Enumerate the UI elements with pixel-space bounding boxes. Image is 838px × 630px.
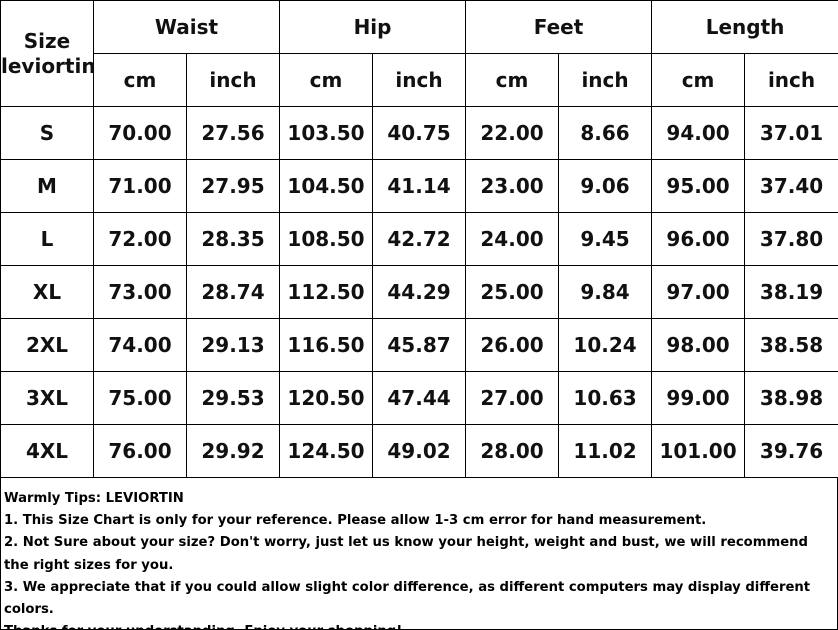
waist-header: Waist xyxy=(92,0,281,54)
measurement-cell: 37.40 xyxy=(744,159,838,213)
measurement-cell: 24.00 xyxy=(465,212,560,266)
tips-section: Warmly Tips: LEVIORTIN 1. This Size Char… xyxy=(0,478,838,630)
measurement-cell: 28.00 xyxy=(465,424,560,478)
measurement-cell: 45.87 xyxy=(372,318,467,372)
measurement-cell: 27.56 xyxy=(185,106,281,160)
hip-header: Hip xyxy=(279,0,467,54)
table-row: XL 73.00 28.74 112.50 44.29 25.00 9.84 97.00 38.… xyxy=(0,265,838,319)
measurement-cell: 108.50 xyxy=(279,212,374,266)
size-column-header: Size leviortin xyxy=(0,0,96,107)
length-header: Length xyxy=(651,0,838,54)
measurement-cell: 28.74 xyxy=(185,265,281,319)
unit-header: inch xyxy=(185,53,281,107)
tips-closing: Thanks for your understanding. Enjoy you… xyxy=(4,621,833,630)
table-row: M 71.00 27.95 104.50 41.14 23.00 9.06 95.00 37.4… xyxy=(0,159,838,213)
measurement-cell: 29.13 xyxy=(185,318,281,372)
measurement-cell: 98.00 xyxy=(651,318,746,372)
measurement-cell: 71.00 xyxy=(93,159,187,213)
measurement-cell: 39.76 xyxy=(744,424,838,478)
measurement-cell: 101.00 xyxy=(651,424,746,478)
measurement-cell: 9.45 xyxy=(558,212,653,266)
measurement-cell: 70.00 xyxy=(93,106,187,160)
measurement-cell: 75.00 xyxy=(93,371,187,425)
tips-title: Warmly Tips: LEVIORTIN xyxy=(4,491,184,506)
measurement-cell: 112.50 xyxy=(279,265,374,319)
measurement-cell: 74.00 xyxy=(93,318,187,372)
measurement-cell: 116.50 xyxy=(279,318,374,372)
measurement-cell: 42.72 xyxy=(372,212,467,266)
unit-header: inch xyxy=(558,53,653,107)
tip-item: 3. We appreciate that if you could allow… xyxy=(4,579,811,618)
header-row-groups: Size leviortin Waist Hip Feet Length xyxy=(0,0,838,107)
measurement-cell: 37.01 xyxy=(744,106,838,160)
measurement-cell: 25.00 xyxy=(465,265,560,319)
table-row: L 72.00 28.35 108.50 42.72 24.00 9.45 96.00 37.8… xyxy=(0,212,838,266)
size-chart-table: Size leviortin Waist Hip Feet Length cm … xyxy=(0,0,838,478)
measurement-cell: 38.19 xyxy=(744,265,838,319)
size-cell: L xyxy=(0,212,94,266)
size-header-line-2: leviortin xyxy=(1,53,96,78)
measurement-cell: 10.63 xyxy=(558,371,653,425)
measurement-cell: 10.24 xyxy=(558,318,653,372)
measurement-cell: 44.29 xyxy=(372,265,467,319)
measurement-cell: 38.58 xyxy=(744,318,838,372)
size-chart-body: S 70.00 27.56 103.50 40.75 22.00 8.66 94.00 37.0… xyxy=(0,106,838,478)
measurement-cell: 29.53 xyxy=(185,371,281,425)
measurement-cell: 47.44 xyxy=(372,371,467,425)
measurement-cell: 40.75 xyxy=(372,106,467,160)
measurement-cell: 23.00 xyxy=(465,159,560,213)
measurement-cell: 73.00 xyxy=(93,265,187,319)
size-header-line-1: Size xyxy=(23,28,71,53)
measurement-cell: 28.35 xyxy=(185,212,281,266)
measurement-cell: 99.00 xyxy=(651,371,746,425)
size-cell: M xyxy=(0,159,94,213)
size-cell: 3XL xyxy=(0,371,94,425)
measurement-cell: 96.00 xyxy=(651,212,746,266)
unit-header: cm xyxy=(651,53,746,107)
measurement-cell: 37.80 xyxy=(744,212,838,266)
measurement-cell: 104.50 xyxy=(279,159,374,213)
measurement-cell: 8.66 xyxy=(558,106,653,160)
size-cell: S xyxy=(0,106,94,160)
unit-header: cm xyxy=(279,53,374,107)
tip-item: 1. This Size Chart is only for your refe… xyxy=(4,513,707,529)
unit-header: inch xyxy=(372,53,467,107)
measurement-cell: 120.50 xyxy=(279,371,374,425)
unit-header: cm xyxy=(93,53,187,107)
measurement-cell: 95.00 xyxy=(651,159,746,213)
measurement-cell: 38.98 xyxy=(744,371,838,425)
table-row: 2XL 74.00 29.13 116.50 45.87 26.00 10.24 98.00 3… xyxy=(0,318,838,372)
measurement-cell: 22.00 xyxy=(465,106,560,160)
size-cell: 4XL xyxy=(0,424,94,478)
measurement-cell: 11.02 xyxy=(558,424,653,478)
size-cell: 2XL xyxy=(0,318,94,372)
measurement-cell: 27.00 xyxy=(465,371,560,425)
unit-header: inch xyxy=(744,53,838,107)
size-cell: XL xyxy=(0,265,94,319)
measurement-cell: 41.14 xyxy=(372,159,467,213)
measurement-cell: 9.06 xyxy=(558,159,653,213)
unit-header: cm xyxy=(465,53,560,107)
measurement-cell: 76.00 xyxy=(93,424,187,478)
table-row: 4XL 76.00 29.92 124.50 49.02 28.00 11.02 101.00… xyxy=(0,424,838,478)
measurement-cell: 9.84 xyxy=(558,265,653,319)
table-row: S 70.00 27.56 103.50 40.75 22.00 8.66 94.00 37.0… xyxy=(0,106,838,160)
feet-header: Feet xyxy=(465,0,653,54)
measurement-cell: 94.00 xyxy=(651,106,746,160)
measurement-cell: 124.50 xyxy=(279,424,374,478)
measurement-cell: 26.00 xyxy=(465,318,560,372)
measurement-cell: 72.00 xyxy=(93,212,187,266)
measurement-cell: 49.02 xyxy=(372,424,467,478)
measurement-cell: 97.00 xyxy=(651,265,746,319)
tip-item: 2. Not Sure about your size? Don't worry… xyxy=(4,535,808,573)
measurement-cell: 27.95 xyxy=(185,159,281,213)
measurement-cell: 29.92 xyxy=(185,424,281,478)
header-row-units: cm inch cm inch cm inch cm inch xyxy=(1,53,838,107)
table-row: 3XL 75.00 29.53 120.50 47.44 27.00 10.63 99.00 3… xyxy=(0,371,838,425)
measurement-cell: 103.50 xyxy=(279,106,374,160)
